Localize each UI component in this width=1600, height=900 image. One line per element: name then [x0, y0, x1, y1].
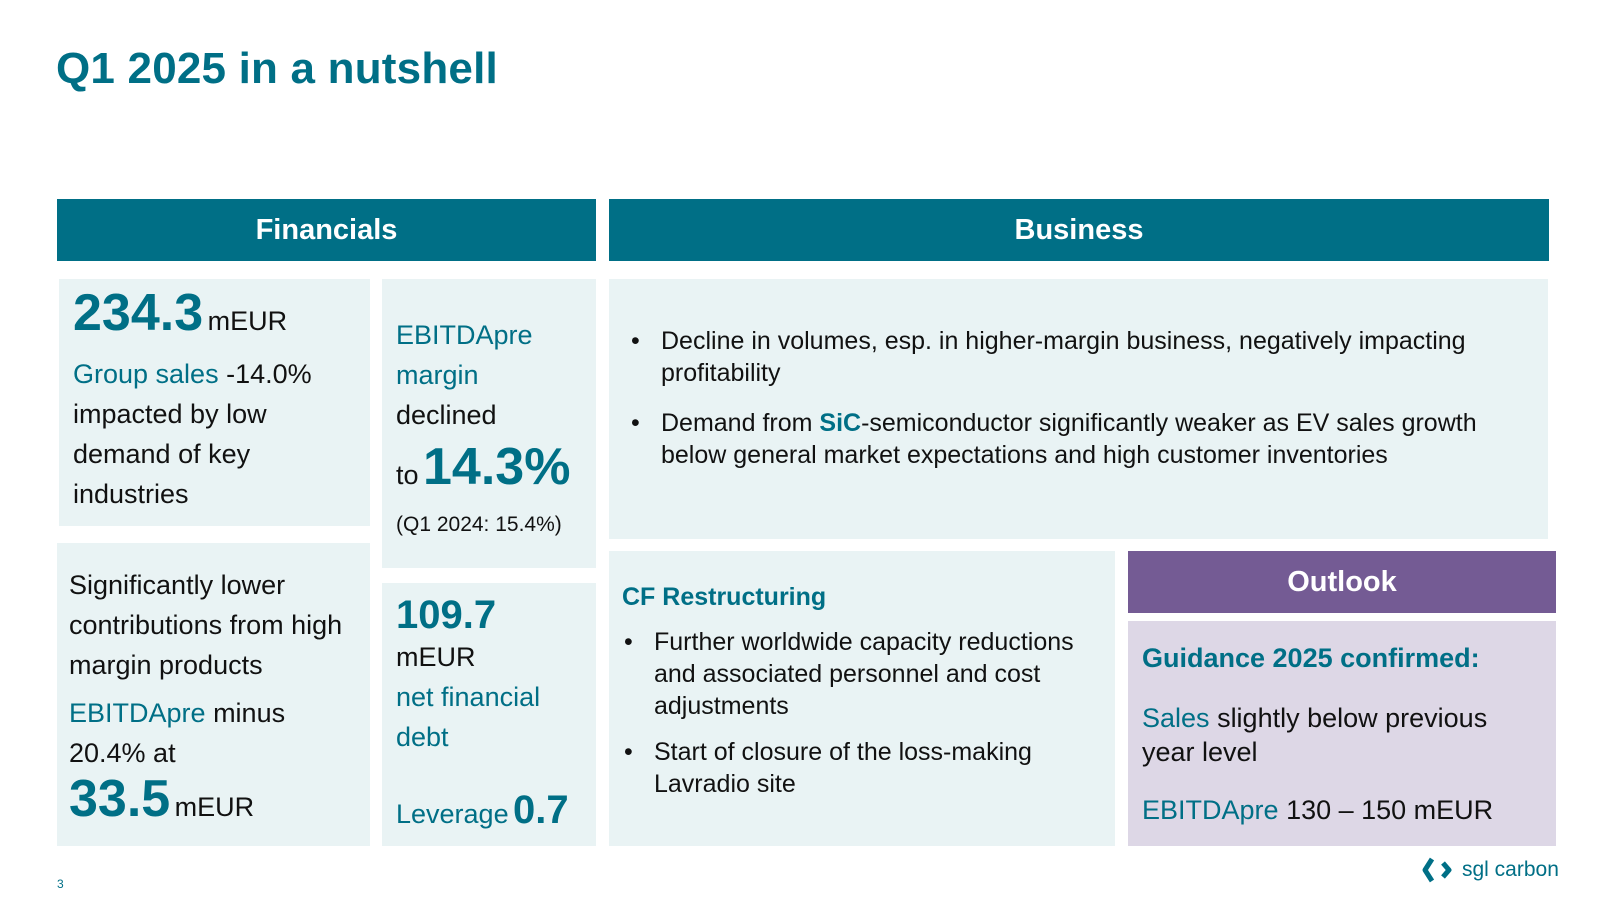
group-sales-label: Group sales	[73, 359, 219, 389]
restructuring-bullet-capacity: Further worldwide capacity reductions an…	[622, 626, 1103, 722]
contributions-box: Significantly lower contributions from h…	[57, 543, 370, 846]
restructuring-bullet-lavradio: Start of closure of the loss-making Lavr…	[622, 736, 1103, 800]
ebitda-margin-prior: (Q1 2024: 15.4%)	[396, 513, 562, 536]
business-bullet-sic: Demand from SiC-semiconductor significan…	[629, 407, 1528, 471]
logo-text: sgl carbon	[1462, 858, 1559, 881]
group-sales-box: 234.3 mEUR Group sales -14.0% impacted b…	[59, 279, 370, 526]
restructuring-title: CF Restructuring	[622, 583, 827, 611]
business-header: Business	[609, 199, 1549, 261]
guidance-ebitda-label: EBITDApre	[1142, 795, 1279, 825]
sic-highlight: SiC	[819, 409, 862, 437]
sgl-carbon-logo: sgl carbon	[1422, 857, 1559, 883]
leverage-value: 0.7	[513, 788, 569, 832]
net-debt-box: 109.7 mEUR net financial debt Leverage 0…	[382, 583, 596, 846]
ebitda-margin-declined: declined	[396, 400, 497, 430]
outlook-header: Outlook	[1128, 551, 1556, 613]
business-bullet-volumes: Decline in volumes, esp. in higher-margi…	[629, 325, 1528, 389]
ebitda-margin-to: to	[396, 460, 419, 490]
contributions-text2: minus 20.4% at	[69, 698, 286, 768]
contributions-ebitda-label: EBITDApre	[69, 698, 206, 728]
group-sales-text: impacted by low demand of key industries	[73, 399, 267, 509]
page-title: Q1 2025 in a nutshell	[56, 44, 498, 93]
ebitda-value: 33.5	[69, 770, 171, 828]
financials-header: Financials	[57, 199, 596, 261]
contributions-text: Significantly lower contributions from h…	[69, 570, 343, 680]
guidance-sales-text: slightly below previous year level	[1142, 703, 1488, 767]
net-debt-label: net financial debt	[396, 682, 541, 752]
page-number: 3	[57, 877, 64, 891]
restructuring-box: CF Restructuring Further worldwide capac…	[609, 551, 1115, 846]
leverage-label: Leverage	[396, 799, 509, 829]
guidance-sales-label: Sales	[1142, 703, 1210, 733]
net-debt-unit: mEUR	[396, 642, 476, 672]
ebitda-margin-label: EBITDApre margin	[396, 320, 533, 390]
guidance-ebitda-text: 130 – 150 mEUR	[1286, 795, 1494, 825]
ebitda-margin-value: 14.3%	[422, 438, 571, 496]
guidance-headline: Guidance 2025 confirmed:	[1142, 643, 1480, 673]
net-debt-value: 109.7	[396, 593, 497, 637]
ebitda-margin-box: EBITDApre margin declined to 14.3% (Q1 2…	[382, 279, 596, 568]
group-sales-value: 234.3	[73, 284, 204, 342]
group-sales-unit: mEUR	[207, 306, 288, 336]
ebitda-unit: mEUR	[174, 792, 255, 822]
business-bullets-box: Decline in volumes, esp. in higher-margi…	[609, 279, 1548, 539]
group-sales-change: -14.0%	[226, 359, 312, 389]
guidance-box: Guidance 2025 confirmed: Sales slightly …	[1128, 621, 1556, 846]
sgl-logo-icon	[1422, 857, 1452, 883]
